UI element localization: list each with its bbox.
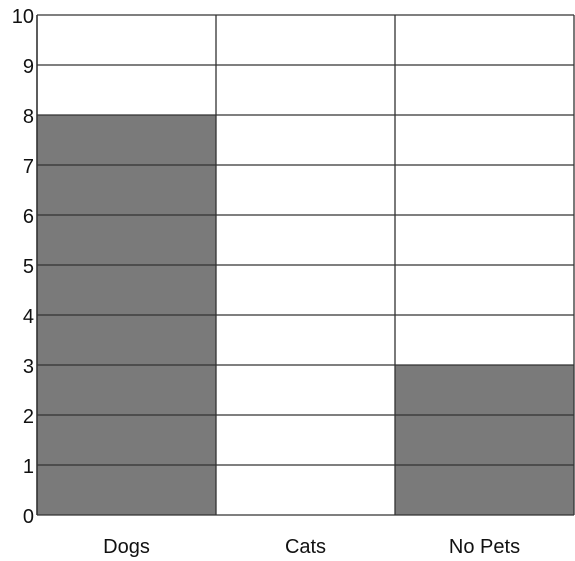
frame-layer xyxy=(36,15,575,515)
y-tick-label: 8 xyxy=(23,106,34,128)
y-tick-label: 9 xyxy=(23,56,34,78)
y-tick-label: 2 xyxy=(23,406,34,428)
y-tick-label: 7 xyxy=(23,156,34,178)
y-tick-label: 3 xyxy=(23,356,34,378)
y-tick-label: 0 xyxy=(23,506,34,528)
y-tick-label: 6 xyxy=(23,206,34,228)
y-tick-label: 5 xyxy=(23,256,34,278)
x-category-label: No Pets xyxy=(449,536,520,558)
y-tick-label: 1 xyxy=(23,456,34,478)
bar-no-pets xyxy=(395,365,574,515)
x-category-label: Dogs xyxy=(103,536,150,558)
y-tick-labels: 0 1 2 3 4 5 6 7 8 9 10 xyxy=(12,6,34,528)
y-tick-label: 10 xyxy=(12,6,34,28)
x-category-labels: Dogs Cats No Pets xyxy=(103,536,520,558)
y-tick-label: 4 xyxy=(23,306,34,328)
x-category-label: Cats xyxy=(285,536,326,558)
grid-layer xyxy=(37,14,574,516)
